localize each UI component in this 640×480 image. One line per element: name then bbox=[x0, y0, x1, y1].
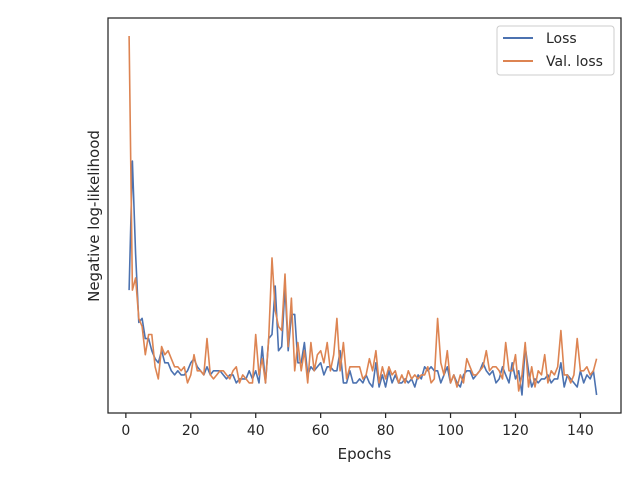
x-tick-label: 40 bbox=[247, 423, 265, 439]
x-tick-label: 140 bbox=[567, 423, 594, 439]
series-line-loss bbox=[128, 160, 598, 396]
plot-layer bbox=[128, 35, 598, 396]
x-axis: 0 20 40 60 80 100 120 140 bbox=[121, 413, 594, 439]
x-tick-label: 20 bbox=[182, 423, 200, 439]
x-tick-label: 80 bbox=[377, 423, 395, 439]
series-line-val-loss bbox=[128, 35, 598, 392]
x-tick-label: 120 bbox=[502, 423, 529, 439]
axes-frame bbox=[107, 17, 622, 414]
x-axis-label: Epochs bbox=[338, 445, 392, 463]
x-tick-label: 60 bbox=[312, 423, 330, 439]
legend: Loss Val. loss bbox=[496, 25, 615, 76]
x-tick-label: 0 bbox=[121, 423, 130, 439]
legend-label-val-loss: Val. loss bbox=[546, 54, 603, 70]
x-tick-label: 100 bbox=[437, 423, 464, 439]
legend-label-loss: Loss bbox=[546, 31, 577, 47]
y-axis-label: Negative log-likelihood bbox=[85, 130, 103, 302]
